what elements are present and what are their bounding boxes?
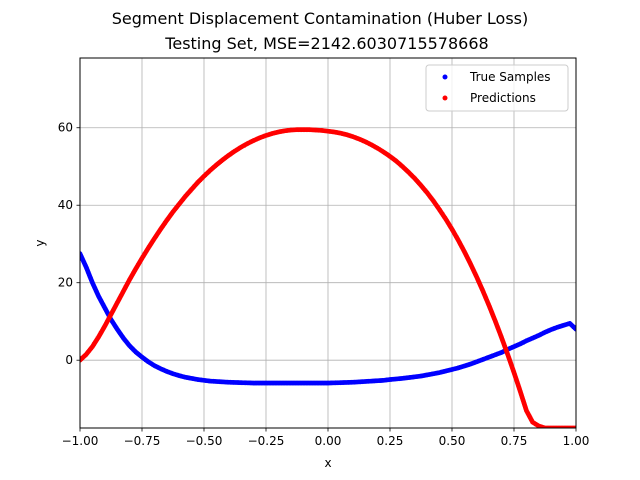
legend-marker-predictions (442, 95, 448, 101)
legend-box (425, 64, 569, 112)
chart-title: Segment Displacement Contamination (Hube… (112, 9, 528, 28)
y-tick-label: 40 (58, 198, 73, 212)
legend-label-true-samples: True Samples (469, 70, 551, 84)
grid (79, 58, 577, 428)
axis-ticks: −1.00 −0.75 −0.50 −0.25 0.00 0.25 0.50 0.75 1.00… (58, 121, 590, 448)
x-tick-label: 0.25 (377, 434, 404, 448)
chart-subtitle: Testing Set, MSE=2142.6030715578668 (164, 34, 488, 53)
x-tick-label: 0.75 (501, 434, 528, 448)
data-point (573, 425, 576, 428)
y-tick-label: 60 (58, 121, 73, 135)
series-predictions (80, 127, 576, 428)
x-tick-label: −0.25 (248, 434, 285, 448)
x-axis-label: x (324, 456, 331, 470)
plot-series (80, 127, 576, 428)
x-tick-label: 0.50 (439, 434, 466, 448)
x-tick-label: 1.00 (563, 434, 590, 448)
x-tick-label: −0.75 (124, 434, 161, 448)
legend-marker-true-samples (442, 74, 448, 80)
y-tick-label: 20 (58, 276, 73, 290)
x-tick-label: −0.50 (186, 434, 223, 448)
y-axis-label: y (33, 239, 47, 246)
series-true-samples (80, 251, 576, 386)
data-point (573, 326, 576, 332)
x-tick-label: 0.00 (315, 434, 342, 448)
legend: True Samples Predictions (425, 64, 569, 112)
legend-label-predictions: Predictions (470, 91, 536, 105)
x-tick-label: −1.00 (62, 434, 99, 448)
y-tick-label: 0 (65, 353, 73, 367)
